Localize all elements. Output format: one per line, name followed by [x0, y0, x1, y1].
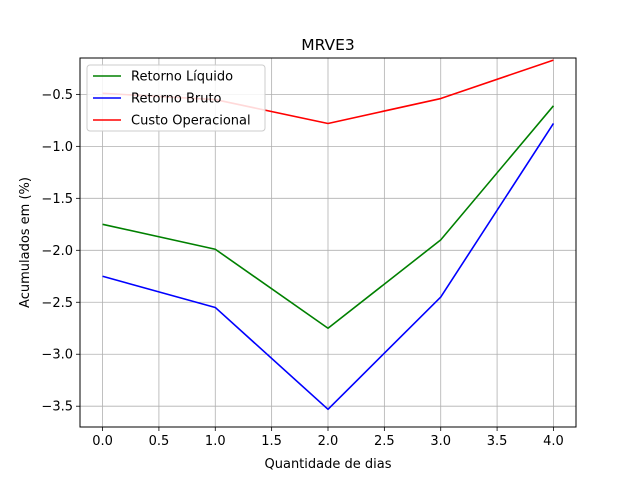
x-tick-label: 0.0	[92, 434, 113, 449]
y-tick-label: −1.0	[41, 140, 73, 155]
x-tick-label: 2.0	[318, 434, 339, 449]
chart-title: MRVE3	[301, 36, 355, 54]
y-tick-label: −3.0	[41, 348, 73, 363]
legend: Retorno Líquido Retorno Bruto Custo Operac…	[86, 64, 266, 132]
y-tick-label: −2.0	[41, 244, 73, 259]
x-tick-label: 0.5	[149, 434, 170, 449]
x-tick-label: 4.0	[543, 434, 564, 449]
series-line-2	[102, 123, 555, 411]
x-tick-label: 3.5	[487, 434, 508, 449]
series-line-1	[102, 105, 555, 330]
x-tick-label: 3.0	[430, 434, 451, 449]
legend-label: Retorno Bruto	[131, 92, 222, 107]
x-tick-label: 2.5	[374, 434, 395, 449]
x-tick-label: 1.0	[205, 434, 226, 449]
legend-box	[86, 64, 266, 132]
y-axis-label: Acumulados em (%)	[18, 177, 33, 308]
x-tick-label: 1.5	[261, 434, 282, 449]
y-tick-label: −3.5	[41, 400, 73, 415]
y-tick-label: −0.5	[41, 88, 73, 103]
legend-label: Custo Operacional	[131, 114, 251, 129]
x-axis-label: Quantidade de dias	[265, 457, 392, 472]
y-tick-label: −2.5	[41, 296, 73, 311]
axis-ticks: 0.0 0.5 1.0 1.5 2.0 2.5 3.0 3.5 4.0 −0.5 −1.0 −1.5 −…	[41, 88, 563, 449]
y-tick-label: −1.5	[41, 192, 73, 207]
legend-label: Retorno Líquido	[131, 70, 233, 85]
